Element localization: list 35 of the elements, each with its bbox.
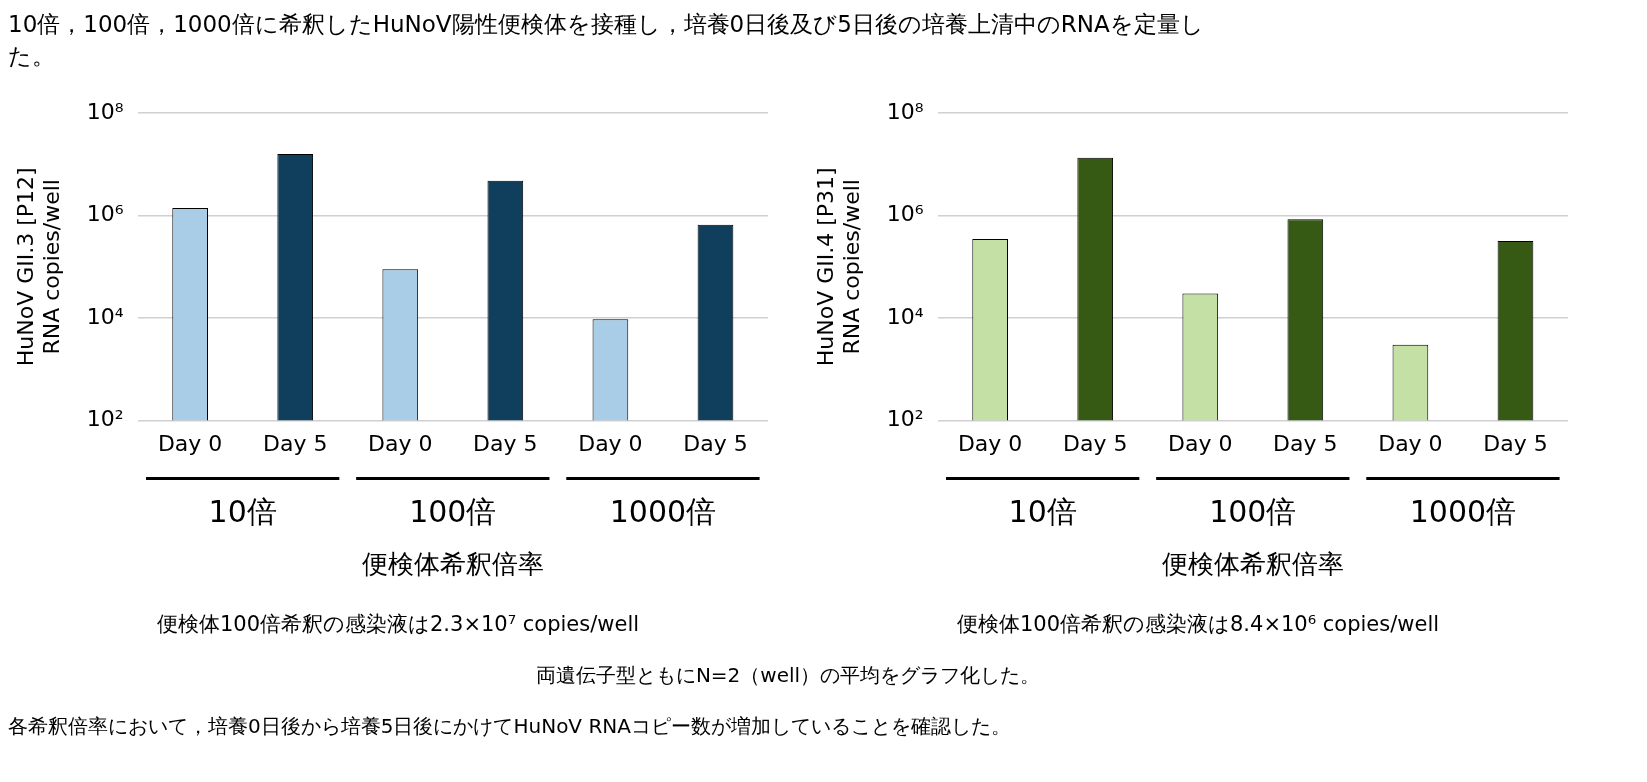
text: 100倍 bbox=[409, 494, 497, 530]
x-tick-label: Day 5 bbox=[262, 431, 328, 457]
x-tick-label: Day 0 bbox=[1378, 431, 1443, 457]
x-tick-label: Day 5 bbox=[1483, 431, 1548, 457]
text: 100倍 bbox=[1209, 494, 1297, 530]
x-tick-label: Day 0 bbox=[578, 431, 643, 457]
text: 1000倍 bbox=[609, 494, 717, 530]
x-tick-label: Day 5 bbox=[683, 431, 748, 457]
x-axis-title: 便検体希釈倍率 bbox=[1161, 549, 1344, 580]
x-tick-label: Day 5 bbox=[1273, 431, 1338, 457]
y-tick-label: 10⁸ bbox=[886, 98, 924, 124]
x-tick-label: Day 5 bbox=[1062, 431, 1128, 457]
x-axis-title: 便検体希釈倍率 bbox=[361, 549, 544, 580]
text: 10倍 bbox=[208, 494, 277, 530]
chart-title: 10倍，100倍，1000倍に希釈したHuNoV陽性便検体を接種し，培養0日後及び5日後の培養上清中のRNAを定量した。 bbox=[8, 10, 1205, 71]
x-tick-label: Day 0 bbox=[1168, 431, 1233, 457]
text: 各希釈倍率において，培養0日後から培養5日後にかけてHuNoV RNAコピー数が増加していることを確認した。 bbox=[8, 713, 1012, 740]
y-axis-title: HuNoV GII.4 [P31] RNA copies/well bbox=[812, 167, 865, 367]
y-axis-title: HuNoV GII.3 [P12] RNA copies/well bbox=[12, 167, 65, 367]
x-tick-label: Day 0 bbox=[368, 431, 433, 457]
text: 1000倍 bbox=[1409, 494, 1517, 530]
y-tick-label: 10⁴ bbox=[886, 303, 924, 329]
x-tick-label: Day 5 bbox=[473, 431, 538, 457]
x-tick-label: Day 0 bbox=[157, 431, 223, 457]
y-tick-label: 10⁶ bbox=[86, 201, 124, 227]
text: 便検体100倍希釈の感染液は8.4×10⁶ copies/well bbox=[955, 611, 1441, 638]
x-tick-label: Day 0 bbox=[957, 431, 1023, 457]
text: 便検体100倍希釈の感染液は2.3×10⁷ copies/well bbox=[155, 611, 641, 638]
y-tick-label: 10² bbox=[886, 406, 924, 432]
y-tick-label: 10² bbox=[86, 406, 124, 432]
y-tick-label: 10⁴ bbox=[86, 303, 124, 329]
text: 両遺伝子型ともにN=2（well）の平均をグラフ化した。 bbox=[534, 662, 1042, 689]
y-tick-label: 10⁶ bbox=[886, 201, 924, 227]
y-tick-label: 10⁸ bbox=[86, 98, 124, 124]
text: 10倍 bbox=[1008, 494, 1077, 530]
